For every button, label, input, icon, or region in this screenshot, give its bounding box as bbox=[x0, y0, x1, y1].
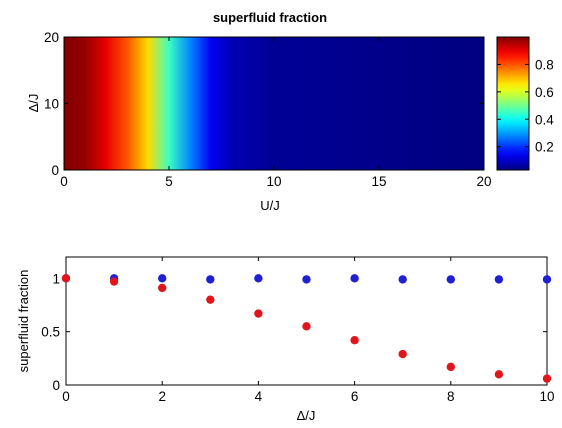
heatmap-y-label: Δ/J bbox=[26, 94, 41, 113]
scatter-point-series-1 bbox=[254, 309, 263, 318]
heatmap-x-tick-label: 20 bbox=[476, 174, 491, 189]
heatmap-x-label: U/J bbox=[260, 198, 280, 213]
colorbar-tick-label: 0.4 bbox=[535, 112, 554, 127]
scatter-x-tick-label: 8 bbox=[447, 389, 455, 404]
heatmap-y-tick-label: 0 bbox=[51, 163, 59, 178]
heatmap-x-tick-label: 15 bbox=[371, 174, 386, 189]
colorbar-frame bbox=[496, 36, 530, 171]
scatter-y-label: superfluid fraction bbox=[16, 270, 31, 373]
scatter-point-series-0 bbox=[494, 275, 504, 284]
scatter-point-series-0 bbox=[254, 274, 263, 283]
scatter-point-series-0 bbox=[542, 275, 552, 284]
scatter-point-series-1 bbox=[302, 322, 311, 331]
scatter-point-series-0 bbox=[302, 275, 311, 284]
scatter-y-tick-label: 0.5 bbox=[41, 325, 60, 340]
scatter-point-series-1 bbox=[398, 349, 407, 359]
scatter-x-tick-label: 0 bbox=[62, 389, 70, 404]
colorbar-tick-label: 0.6 bbox=[535, 85, 554, 100]
scatter-point-series-1 bbox=[158, 283, 167, 293]
colorbar bbox=[497, 37, 529, 170]
scatter-x-tick-label: 2 bbox=[158, 389, 166, 404]
scatter-point-series-0 bbox=[398, 275, 407, 284]
heatmap-x-tick-label: 10 bbox=[266, 174, 281, 189]
scatter-point-series-1 bbox=[109, 277, 119, 286]
scatter-point-series-1 bbox=[61, 274, 71, 283]
scatter-x-label: Δ/J bbox=[297, 408, 316, 423]
scatter-y-tick-label: 1 bbox=[52, 271, 60, 286]
scatter-point-series-1 bbox=[446, 362, 455, 372]
heatmap-x-tick-label: 0 bbox=[60, 174, 68, 189]
heatmap-y-tick-label: 10 bbox=[44, 97, 59, 112]
colorbar-tick-label: 0.2 bbox=[535, 140, 554, 155]
scatter-y-tick-label: 0 bbox=[52, 378, 60, 393]
heatmap-x-tick-label: 5 bbox=[165, 174, 173, 189]
heatmap-image bbox=[64, 37, 484, 170]
scatter-x-tick-label: 6 bbox=[351, 389, 359, 404]
scatter-point-series-1 bbox=[206, 295, 215, 304]
scatter-point-series-1 bbox=[542, 374, 552, 383]
scatter-point-series-0 bbox=[446, 275, 455, 284]
scatter-point-series-1 bbox=[494, 370, 504, 379]
heatmap-title: superfluid fraction bbox=[213, 10, 327, 25]
scatter-point-series-1 bbox=[350, 336, 359, 345]
scatter-point-series-0 bbox=[158, 274, 167, 283]
scatter-x-tick-label: 4 bbox=[255, 389, 263, 404]
scatter-x-tick-label: 10 bbox=[539, 389, 554, 404]
scatter-plot-area bbox=[65, 256, 548, 386]
colorbar-tick-label: 0.8 bbox=[535, 57, 554, 72]
scatter-point-series-0 bbox=[206, 275, 215, 284]
heatmap-y-tick-label: 20 bbox=[44, 30, 59, 45]
scatter-point-series-0 bbox=[350, 274, 359, 283]
